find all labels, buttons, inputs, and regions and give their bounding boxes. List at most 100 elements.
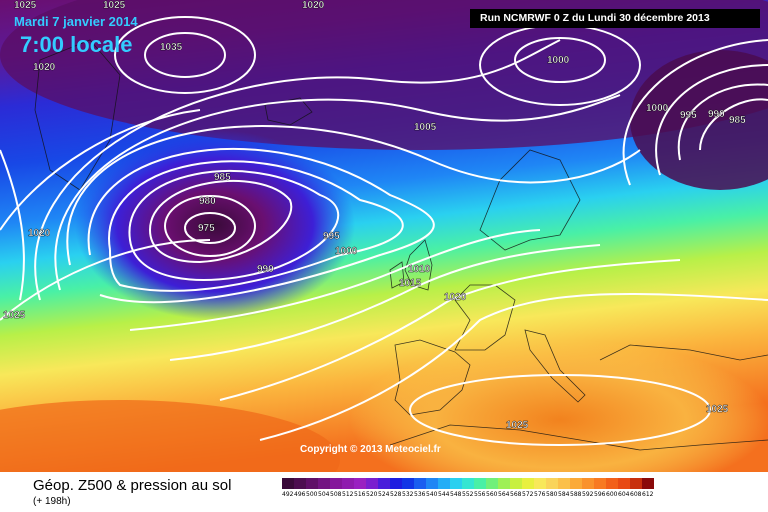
legend-color <box>558 478 570 489</box>
legend-swatch: 520 <box>366 478 378 508</box>
legend-color <box>354 478 366 489</box>
legend-label: 512 <box>342 491 354 498</box>
legend-label: 544 <box>438 491 450 498</box>
atlantic-low-core <box>75 130 355 320</box>
model-run-info: Run NCMRWF 0 Z du Lundi 30 décembre 2013 <box>470 9 760 28</box>
isobar-1030-high <box>114 16 256 94</box>
isobar-label: 1000 <box>646 103 669 114</box>
isobar-label: 990 <box>257 264 274 275</box>
isobar-1025-south <box>259 293 768 441</box>
legend-label: 560 <box>486 491 498 498</box>
northeast-cold-pool <box>630 50 768 190</box>
isobar-1035-high <box>144 32 226 78</box>
legend-swatch: 600 <box>606 478 618 508</box>
legend-swatch: 568 <box>510 478 522 508</box>
coastline-italy <box>524 329 586 403</box>
legend-label: 580 <box>546 491 558 498</box>
legend-color <box>582 478 594 489</box>
legend-color <box>330 478 342 489</box>
isobar-1000-east <box>622 39 768 186</box>
forecast-date: Mardi 7 janvier 2014 <box>14 14 138 29</box>
isobar-label: 1025 <box>14 0 37 11</box>
legend-color <box>546 478 558 489</box>
isobar-1015-south <box>169 244 601 361</box>
isobar-label: 1000 <box>335 246 358 257</box>
coastline-iceland <box>264 97 313 126</box>
isobar-label: 975 <box>198 223 215 234</box>
isobar-1025-west <box>0 239 211 321</box>
legend-swatch: 556 <box>474 478 486 508</box>
isobar-990-east <box>677 83 768 161</box>
forecast-range: (+ 198h) <box>33 496 71 507</box>
isobar-labels: 1025 1020 1025 1020 1035 1000 1000 995 9… <box>3 0 747 431</box>
legend-swatch: 580 <box>546 478 558 508</box>
legend-color <box>618 478 630 489</box>
legend-swatch: 544 <box>438 478 450 508</box>
southwest-warm-area <box>0 400 340 472</box>
legend-label: 552 <box>462 491 474 498</box>
color-scale-legend: 492 496 500 504 508 512 516 520 524 528 532 536 540 5… <box>282 478 654 508</box>
legend-swatch: 608 <box>630 478 642 508</box>
legend-label: 504 <box>318 491 330 498</box>
isobar-label: 1035 <box>160 42 183 53</box>
legend-label: 540 <box>426 491 438 498</box>
isobar-1015 <box>34 39 561 301</box>
copyright-notice: Copyright © 2013 Meteociel.fr <box>300 444 441 455</box>
isobar-1000-north <box>514 37 606 83</box>
legend-label: 588 <box>570 491 582 498</box>
legend-color <box>282 478 294 489</box>
coastline-iberia <box>394 339 471 416</box>
legend-swatch: 516 <box>354 478 366 508</box>
isobar-1020-west <box>0 109 201 231</box>
isobar-label: 1015 <box>399 278 422 289</box>
legend-label: 520 <box>366 491 378 498</box>
isobar-label: 1010 <box>408 264 431 275</box>
legend-label: 600 <box>606 491 618 498</box>
legend-label: 608 <box>630 491 642 498</box>
legend-label: 564 <box>498 491 510 498</box>
isobar-label: 1025 <box>506 420 529 431</box>
legend-swatch: 604 <box>618 478 630 508</box>
forecast-time: 7:00 locale <box>20 32 133 57</box>
isobar-1010-south <box>129 229 541 331</box>
legend-swatch: 508 <box>330 478 342 508</box>
isobar-980 <box>164 195 256 257</box>
legend-label: 568 <box>510 491 522 498</box>
isobar-label: 980 <box>199 196 216 207</box>
legend-swatch: 528 <box>390 478 402 508</box>
isobar-985 <box>148 180 293 264</box>
legend-color <box>486 478 498 489</box>
legend-label: 524 <box>378 491 390 498</box>
isobar-label: 985 <box>729 115 746 126</box>
isobar-1010 <box>54 94 621 291</box>
legend-color <box>318 478 330 489</box>
legend-swatch: 584 <box>558 478 570 508</box>
legend-swatch: 576 <box>534 478 546 508</box>
isobar-label: 1020 <box>28 228 51 239</box>
legend-label: 596 <box>594 491 606 498</box>
isobar-label: 995 <box>323 231 340 242</box>
legend-swatch: 532 <box>402 478 414 508</box>
coastline-greenland <box>34 39 121 191</box>
legend-label: 528 <box>390 491 402 498</box>
legend-color <box>438 478 450 489</box>
legend-color <box>450 478 462 489</box>
mediterranean-warm-area <box>350 340 768 472</box>
legend-swatch: 512 <box>342 478 354 508</box>
isobar-label: 985 <box>214 172 231 183</box>
isobar-995 <box>108 160 404 292</box>
legend-color <box>366 478 378 489</box>
legend-swatch: 492 <box>282 478 294 508</box>
legend-color <box>630 478 642 489</box>
legend-swatch: 536 <box>414 478 426 508</box>
legend-color <box>342 478 354 489</box>
legend-color <box>474 478 486 489</box>
isobar-label: 1000 <box>547 55 570 66</box>
legend-color <box>390 478 402 489</box>
legend-color <box>426 478 438 489</box>
isobar-label: 1025 <box>103 0 126 11</box>
legend-color <box>414 478 426 489</box>
isobar-1020-south <box>219 259 681 401</box>
legend-color <box>306 478 318 489</box>
